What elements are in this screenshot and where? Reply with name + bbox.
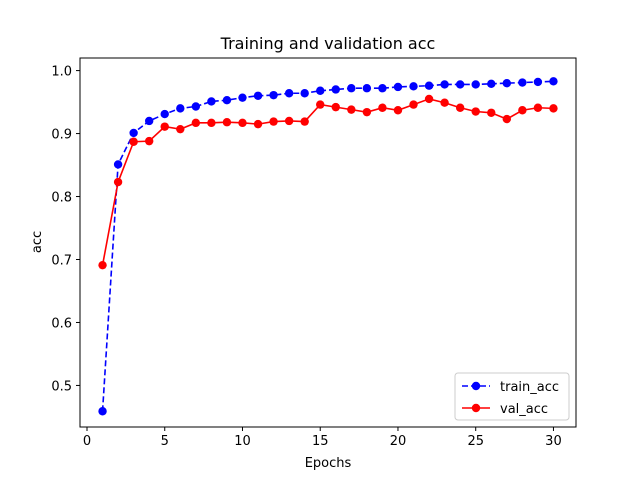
data-point-train-acc [533, 77, 543, 87]
legend-marker-train-acc [471, 381, 481, 391]
y-tick-label: 0.8 [51, 191, 72, 206]
axes: 0 5 10 15 20 25 30 0.5 0.6 0.7 0.8 0.9 1.0 [51, 57, 577, 449]
data-point-train-acc [440, 80, 449, 89]
x-tick-label: 15 [312, 434, 329, 449]
data-point-val-acc [144, 136, 154, 146]
data-point-val-acc [502, 114, 512, 124]
y-axis-label: acc [30, 231, 45, 253]
legend-label-train-acc: train_acc [500, 380, 559, 395]
data-point-train-acc [253, 91, 263, 100]
data-point-train-acc [487, 79, 496, 89]
x-tick-label: 10 [234, 434, 251, 449]
data-point-val-acc [331, 102, 340, 112]
axes-frame [79, 57, 577, 428]
y-tick-label: 0.9 [51, 128, 72, 143]
x-tick-label: 5 [161, 434, 169, 449]
data-point-val-acc [378, 103, 387, 112]
y-tick-label: 0.5 [51, 379, 72, 394]
data-point-val-acc [316, 100, 325, 109]
x-tick-label: 30 [545, 434, 562, 449]
data-point-train-acc [160, 109, 169, 119]
data-point-val-acc [300, 117, 309, 126]
y-tick-label: 0.7 [51, 254, 72, 269]
data-point-train-acc [409, 82, 418, 91]
data-point-train-acc [222, 95, 232, 105]
data-point-train-acc [362, 84, 372, 93]
data-point-train-acc [176, 104, 185, 113]
data-point-val-acc [284, 116, 294, 126]
data-point-train-acc [113, 160, 123, 169]
data-point-train-acc [316, 86, 325, 95]
x-axis-label: Epochs [305, 456, 352, 471]
data-point-train-acc [331, 85, 340, 94]
legend-marker-val-acc [471, 403, 481, 413]
data-point-val-acc [487, 108, 496, 117]
data-point-val-acc [191, 118, 201, 128]
data-point-val-acc [549, 104, 558, 113]
plot-area [98, 77, 558, 416]
data-point-val-acc [160, 122, 169, 131]
x-tick-label: 25 [467, 434, 484, 449]
data-point-val-acc [518, 106, 527, 115]
data-point-train-acc [191, 102, 201, 111]
data-point-train-acc [284, 89, 294, 98]
data-point-train-acc [269, 90, 278, 100]
data-point-val-acc [253, 119, 263, 129]
data-point-val-acc [222, 118, 232, 127]
x-tick-label: 20 [390, 434, 407, 449]
data-point-val-acc [533, 103, 543, 112]
data-point-train-acc [393, 82, 403, 92]
data-point-val-acc [129, 137, 138, 146]
data-point-val-acc [409, 100, 418, 109]
y-tick-label: 0.6 [51, 316, 72, 331]
data-point-train-acc [518, 78, 527, 87]
data-point-train-acc [98, 407, 107, 416]
data-point-train-acc [238, 93, 247, 102]
data-point-train-acc [424, 81, 434, 90]
data-point-val-acc [269, 117, 278, 126]
data-point-train-acc [502, 78, 512, 88]
data-point-val-acc [471, 107, 480, 116]
data-point-train-acc [207, 97, 216, 106]
legend: train_acc val_acc [454, 372, 570, 421]
data-point-train-acc [129, 128, 138, 138]
data-point-val-acc [207, 118, 216, 128]
data-point-val-acc [98, 260, 107, 270]
data-point-train-acc [300, 89, 309, 98]
x-tick-label: 0 [83, 434, 91, 449]
data-point-train-acc [471, 80, 480, 89]
data-point-train-acc [455, 80, 465, 89]
y-tick-label: 1.0 [51, 65, 72, 80]
data-point-val-acc [238, 118, 247, 128]
data-point-train-acc [347, 84, 356, 93]
chart-title: Training and validation acc [220, 34, 436, 53]
data-point-val-acc [362, 107, 372, 117]
data-point-train-acc [549, 77, 558, 86]
data-point-train-acc [144, 116, 154, 126]
data-point-val-acc [347, 105, 356, 114]
data-point-val-acc [113, 177, 123, 187]
data-point-val-acc [393, 106, 403, 115]
data-point-train-acc [378, 84, 387, 93]
data-point-val-acc [440, 98, 449, 107]
data-point-val-acc [424, 94, 434, 104]
legend-label-val-acc: val_acc [500, 402, 548, 417]
data-point-val-acc [176, 124, 185, 134]
data-point-val-acc [455, 103, 465, 112]
